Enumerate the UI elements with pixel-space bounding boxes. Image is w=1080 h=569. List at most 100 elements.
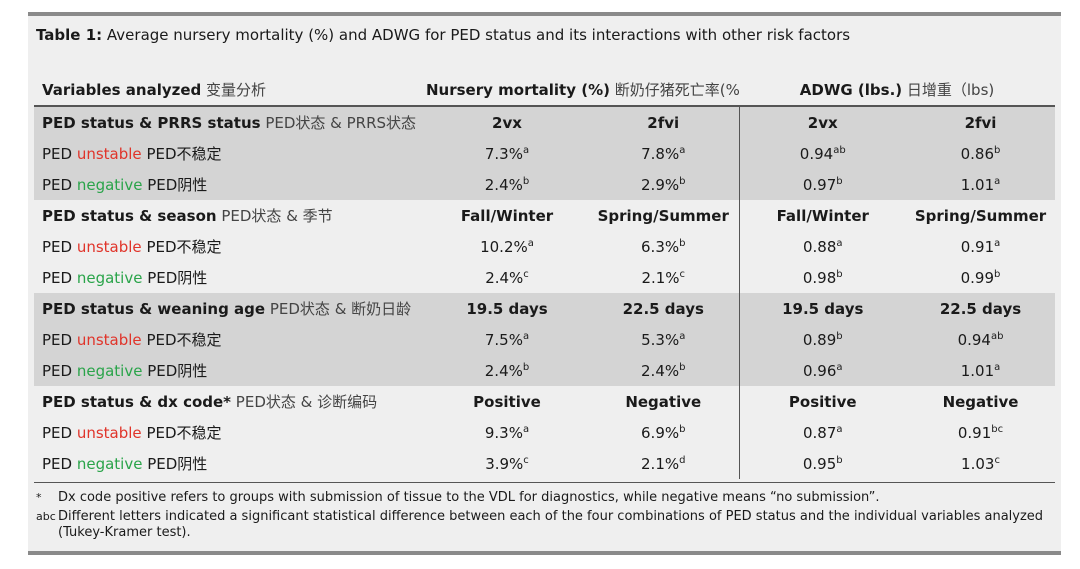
status-negative: negative	[76, 455, 143, 473]
value-cell: 7.8%a	[580, 138, 739, 169]
value-cell: 0.95b	[738, 448, 898, 479]
footnote-asterisk: * Dx code positive refers to groups with…	[34, 490, 1049, 506]
caption-label: Table 1:	[36, 26, 103, 44]
value-cell: 1.03c	[961, 454, 1000, 473]
row-label: PED unstable PED不稳定	[34, 138, 426, 169]
group-title: PED status & dx code* PED状态 & 诊断编码	[42, 393, 378, 411]
footnote-text: Dx code positive refers to groups with s…	[58, 490, 880, 505]
significance-superscript: a	[522, 330, 530, 342]
status-unstable: unstable	[76, 331, 142, 349]
group-column-label: Fall/Winter	[460, 206, 554, 225]
group-title: PED status & weaning age PED状态 & 断奶日龄	[34, 293, 426, 324]
value-cell: 0.98b	[738, 262, 898, 293]
significance-superscript: a	[836, 237, 843, 249]
group-column-label: 2vx	[426, 106, 580, 138]
significance-superscript: a	[522, 144, 530, 156]
significance-superscript: ab	[990, 330, 1004, 342]
significance-superscript: a	[522, 423, 530, 435]
footnote-symbol: *	[36, 491, 42, 504]
table-bottom-rule	[34, 482, 1055, 483]
group-column-label: 22.5 days	[898, 293, 1056, 324]
group-header-row: PED status & dx code* PED状态 & 诊断编码 Positi…	[34, 386, 1055, 417]
group-column-label: Fall/Winter	[738, 200, 898, 231]
value-cell: 6.9%b	[641, 423, 686, 442]
significance-superscript: bc	[991, 423, 1004, 435]
significance-superscript: b	[679, 361, 686, 373]
value-cell: 2.4%c	[485, 268, 529, 287]
group-column-label: 2fvi	[898, 106, 1056, 138]
significance-superscript: c	[994, 454, 1000, 466]
footnote-text: Different letters indicated a significan…	[58, 509, 1044, 540]
footnote-symbol: abc	[36, 510, 56, 523]
footnotes: * Dx code positive refers to groups with…	[34, 490, 1049, 544]
table-row: PED unstable PED不稳定 7.3%a 7.8%a 0.94ab 0.86b	[34, 138, 1056, 169]
table-row: PED negative PED阴性 2.4%b 2.4%b 0.96a 1.01a	[34, 355, 1056, 386]
value-cell: 0.97b	[738, 169, 898, 200]
header-row: Variables analyzed 变量分析 Nursery mortalit…	[34, 74, 1056, 107]
group-column-label: Spring/Summer	[914, 206, 1047, 225]
status-negative: negative	[76, 362, 143, 380]
value-cell: 2.4%b	[426, 169, 580, 200]
value-cell: 7.5%a	[426, 324, 580, 355]
significance-superscript: a	[994, 361, 1001, 373]
group-column-label: Negative	[625, 392, 702, 411]
group-header-row: PED status & weaning age PED状态 & 断奶日龄 19.…	[34, 293, 1056, 324]
value-cell: 0.99b	[960, 268, 1001, 287]
significance-superscript: b	[679, 423, 686, 435]
footnote-letters: abc Different letters indicated a signif…	[34, 509, 1049, 541]
significance-superscript: b	[522, 361, 530, 373]
value-cell: 2.9%b	[580, 169, 739, 200]
table-row: PED negative PED阴性 3.9%c 2.1%d 0.95b 1.03c	[34, 448, 1055, 479]
group-column-label: 22.5 days	[580, 293, 739, 324]
group-column-label: Positive	[738, 386, 898, 417]
value-cell: 0.86b	[898, 138, 1056, 169]
significance-superscript: b	[836, 454, 843, 466]
status-negative: negative	[76, 269, 143, 287]
value-cell: 0.96a	[738, 355, 898, 386]
significance-superscript: b	[836, 268, 843, 280]
value-cell: 9.3%a	[484, 423, 530, 442]
significance-superscript: a	[994, 175, 1001, 187]
significance-superscript: b	[994, 268, 1001, 280]
group-column-label: 2vx	[738, 106, 898, 138]
value-cell: 5.3%a	[580, 324, 739, 355]
table-row: PED unstable PED不稳定 10.2%a 6.3%b 0.88a 0.91a	[34, 231, 1055, 262]
value-cell: 7.3%a	[426, 138, 580, 169]
value-cell: 3.9%c	[485, 454, 529, 473]
significance-superscript: a	[679, 330, 686, 342]
row-label: PED negative PED阴性	[34, 355, 426, 386]
status-unstable: unstable	[76, 145, 142, 163]
table-panel: Table 1: Average nursery mortality (%) a…	[28, 12, 1061, 555]
significance-superscript: b	[994, 144, 1001, 156]
value-cell: 2.1%d	[641, 454, 686, 473]
value-cell: 0.94ab	[738, 138, 898, 169]
row-label: PED negative PED阴性	[42, 455, 208, 473]
group-title: PED status & PRRS status PED状态 & PRRS状态	[34, 106, 426, 138]
group-column-label: Positive	[473, 392, 541, 411]
value-cell: 0.87a	[738, 417, 898, 448]
group-header-row: PED status & season PED状态 & 季节 Fall/Winte…	[34, 200, 1055, 231]
status-unstable: unstable	[76, 424, 142, 442]
caption-text: Average nursery mortality (%) and ADWG f…	[102, 26, 851, 44]
table-row: PED negative PED阴性 2.4%b 2.9%b 0.97b 1.01a	[34, 169, 1056, 200]
value-cell: 2.1%c	[641, 268, 686, 287]
value-cell: 2.4%b	[426, 355, 580, 386]
status-negative: negative	[76, 176, 143, 194]
header-variables: Variables analyzed 变量分析	[34, 74, 426, 107]
significance-superscript: a	[836, 361, 843, 373]
group-column-label: Negative	[942, 392, 1019, 411]
value-cell: 2.4%b	[580, 355, 739, 386]
significance-superscript: ab	[833, 144, 846, 156]
significance-superscript: b	[679, 175, 686, 187]
significance-superscript: b	[679, 237, 686, 249]
header-mortality: Nursery mortality (%) 断奶仔猪死亡率(%)	[426, 74, 739, 107]
significance-superscript: b	[522, 175, 530, 187]
significance-superscript: d	[679, 454, 686, 466]
value-cell: 0.88a	[738, 231, 898, 262]
row-label: PED negative PED阴性	[34, 169, 426, 200]
group-title: PED status & season PED状态 & 季节	[42, 207, 333, 225]
value-cell: 10.2%a	[480, 237, 534, 256]
group-column-label: Spring/Summer	[597, 206, 729, 225]
table-row: PED unstable PED不稳定 9.3%a 6.9%b 0.87a 0.91bc	[34, 417, 1055, 448]
value-cell: 0.91bc	[957, 423, 1004, 442]
